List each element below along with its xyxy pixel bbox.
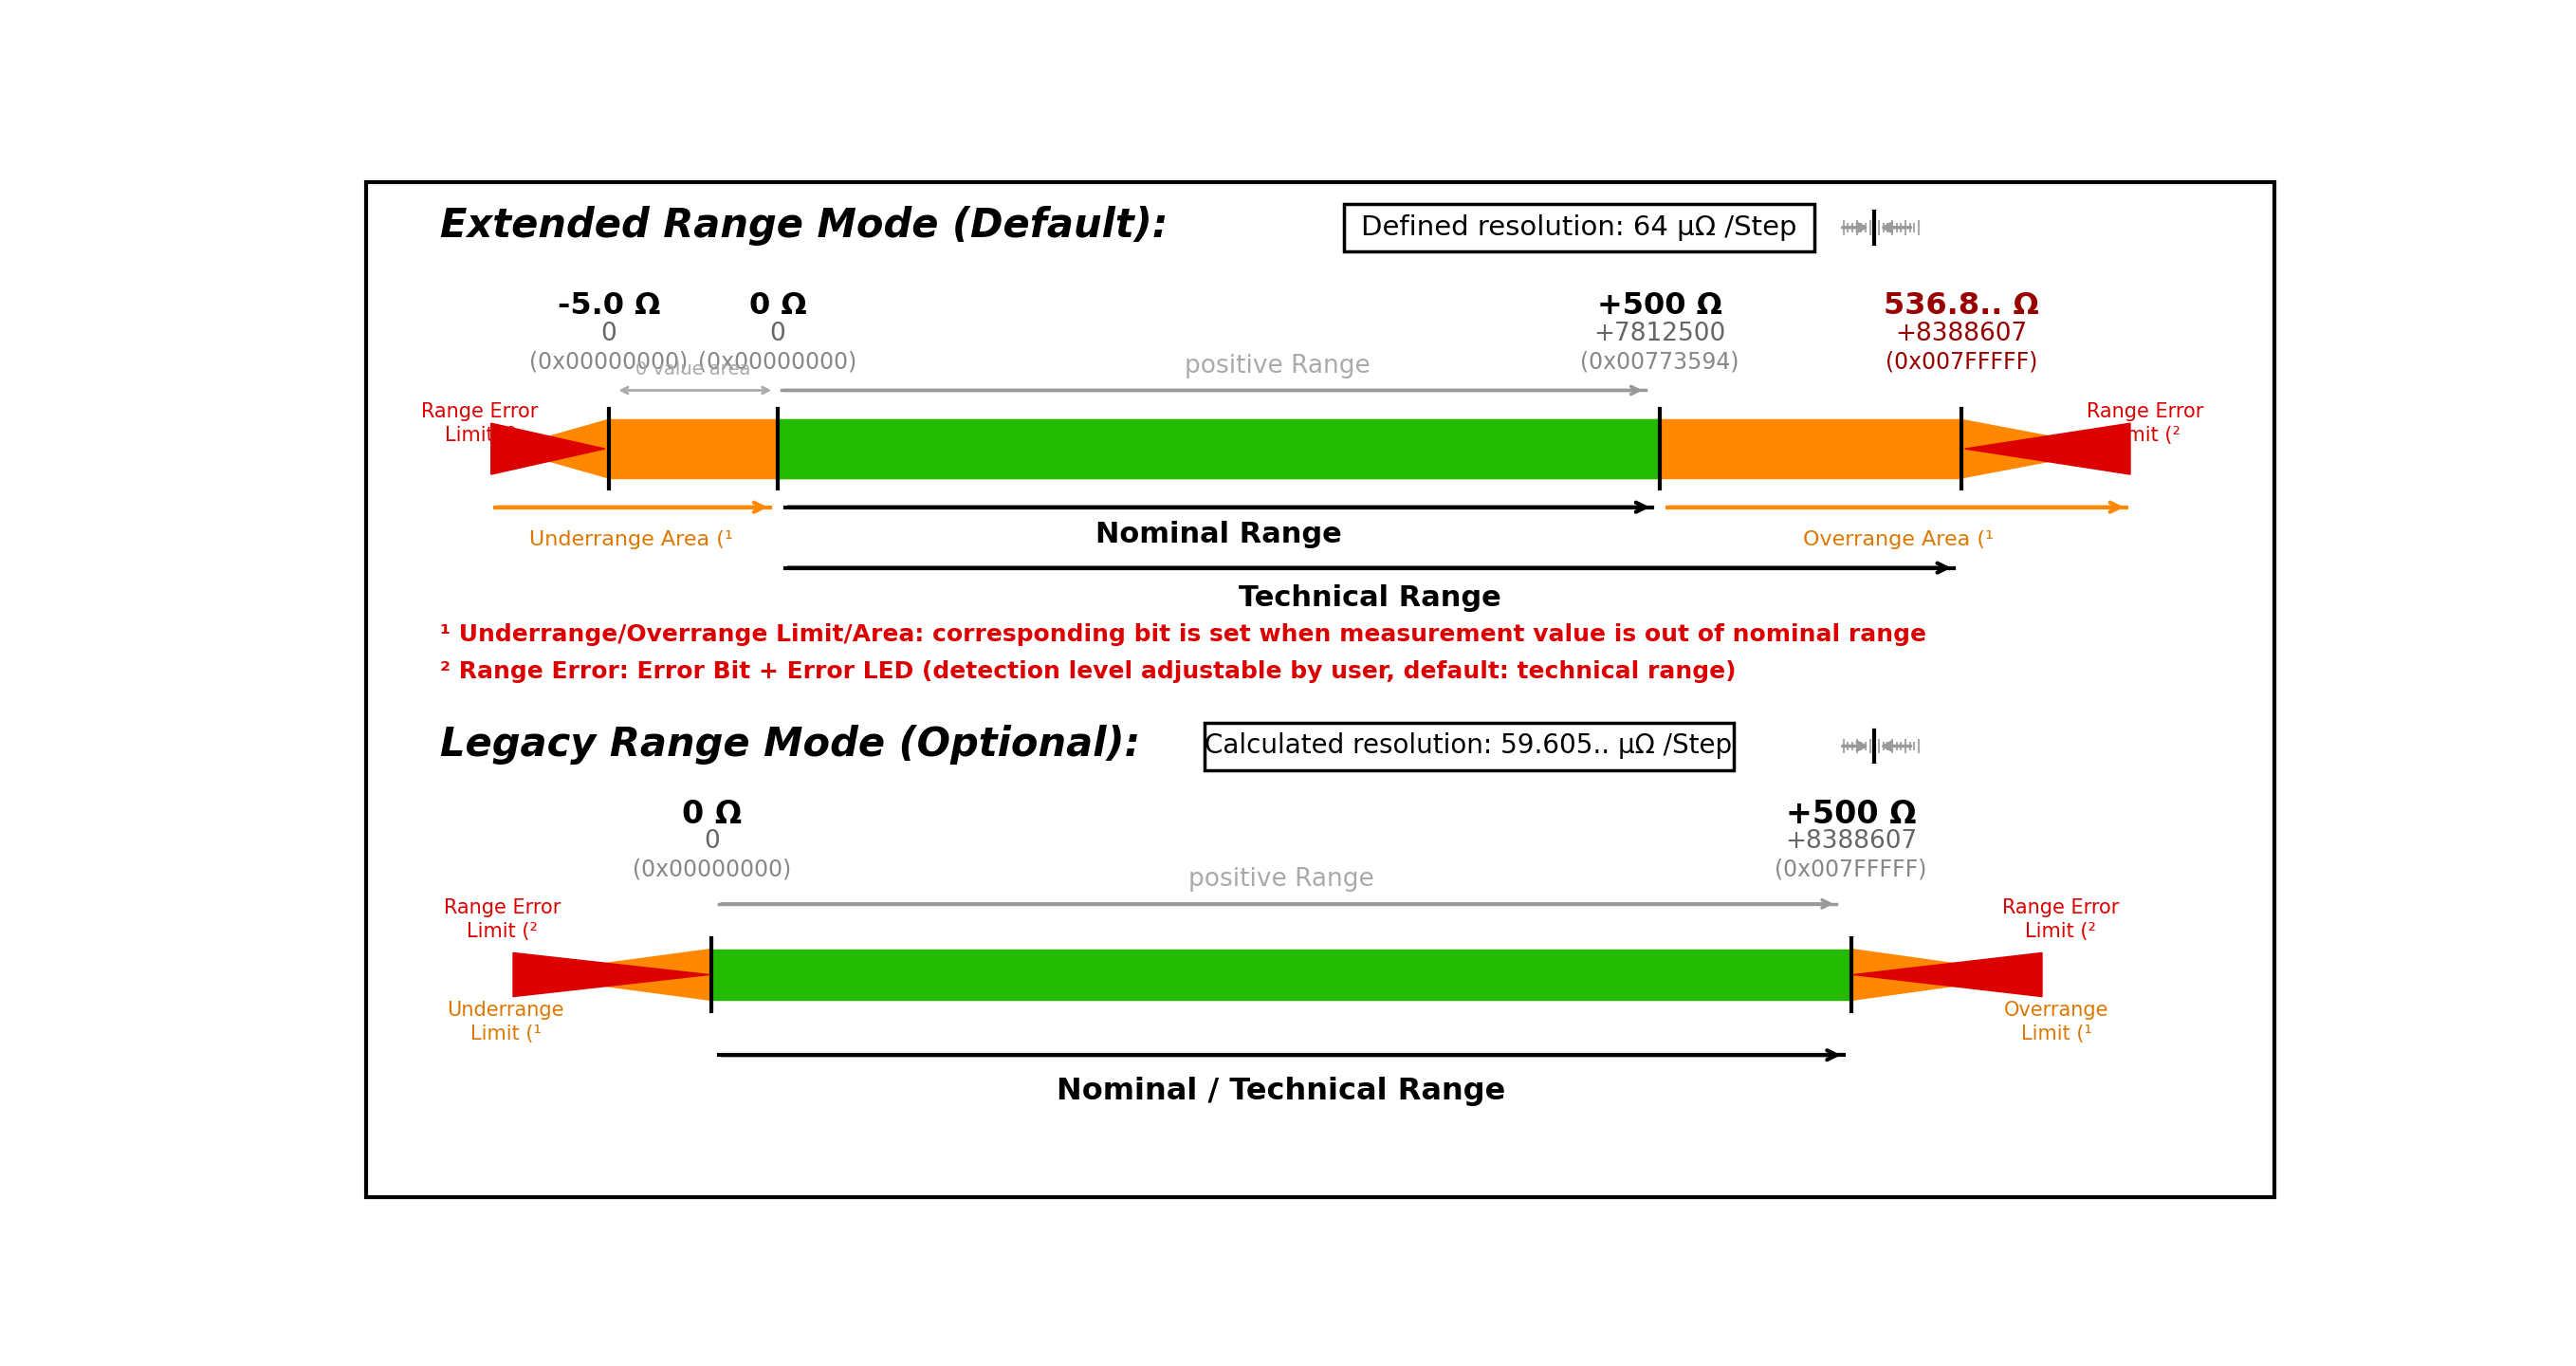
Text: +500 Ω: +500 Ω [1597,292,1723,321]
Text: Underrange Area (¹: Underrange Area (¹ [528,530,732,549]
Polygon shape [520,949,711,1000]
Text: (0x007FFFFF): (0x007FFFFF) [1886,351,2038,373]
Text: Defined resolution: 64 μΩ /Step: Defined resolution: 64 μΩ /Step [1360,214,1798,240]
Text: 0 Ω: 0 Ω [683,798,742,829]
Polygon shape [513,953,708,997]
Text: Extended Range Mode (Default):: Extended Range Mode (Default): [440,206,1167,246]
Text: (0x007FFFFF): (0x007FFFFF) [1775,858,1927,881]
Text: ² Range Error: Error Bit + Error LED (detection level adjustable by user, defaul: ² Range Error: Error Bit + Error LED (de… [440,660,1736,683]
Polygon shape [1965,423,2130,474]
Text: +500 Ω: +500 Ω [1785,798,1917,829]
Bar [711,949,1852,1000]
Polygon shape [492,423,605,474]
Bar [1345,204,1814,251]
Text: 0 value area: 0 value area [636,361,750,378]
Polygon shape [1852,949,2035,1000]
Text: (0x00000000): (0x00000000) [698,351,858,373]
Polygon shape [505,419,608,478]
Text: Range Error
Limit (²: Range Error Limit (² [2002,899,2120,941]
Text: Overrange Area (¹: Overrange Area (¹ [1803,530,1994,549]
Text: Nominal Range: Nominal Range [1095,522,1342,549]
Text: 0: 0 [770,322,786,347]
Bar [778,419,1659,478]
Bar [608,419,1960,478]
Text: 0: 0 [703,829,719,854]
Text: positive Range: positive Range [1185,354,1370,378]
Bar [1203,723,1734,770]
Text: Nominal / Technical Range: Nominal / Technical Range [1056,1076,1504,1106]
Text: (0x00000000): (0x00000000) [528,351,688,373]
Text: +7812500: +7812500 [1595,322,1726,347]
Text: +8388607: +8388607 [1785,829,1917,854]
Polygon shape [1960,419,2115,478]
Text: 0: 0 [600,322,616,347]
Text: Technical Range: Technical Range [1239,585,1502,612]
Text: Range Error
Limit (²: Range Error Limit (² [443,899,562,941]
Text: (0x00773594): (0x00773594) [1579,351,1739,373]
Text: 0 Ω: 0 Ω [750,292,806,321]
Text: Range Error
Limit (²: Range Error Limit (² [422,402,538,444]
Text: Range Error
Limit (²: Range Error Limit (² [2087,402,2202,444]
Text: Legacy Range Mode (Optional):: Legacy Range Mode (Optional): [440,725,1139,765]
Text: Calculated resolution: 59.605.. μΩ /Step: Calculated resolution: 59.605.. μΩ /Step [1206,732,1734,759]
Polygon shape [1852,953,2043,997]
Text: +8388607: +8388607 [1896,322,2027,347]
Text: (0x00000000): (0x00000000) [631,858,791,881]
Text: 536.8.. Ω: 536.8.. Ω [1883,292,2038,321]
Text: Underrange
Limit (¹: Underrange Limit (¹ [448,1001,564,1044]
Text: ¹ Underrange/Overrange Limit/Area: corresponding bit is set when measurement val: ¹ Underrange/Overrange Limit/Area: corre… [440,624,1927,646]
Text: Overrange
Limit (¹: Overrange Limit (¹ [2004,1001,2110,1044]
Text: -5.0 Ω: -5.0 Ω [556,292,659,321]
Text: positive Range: positive Range [1188,867,1373,892]
